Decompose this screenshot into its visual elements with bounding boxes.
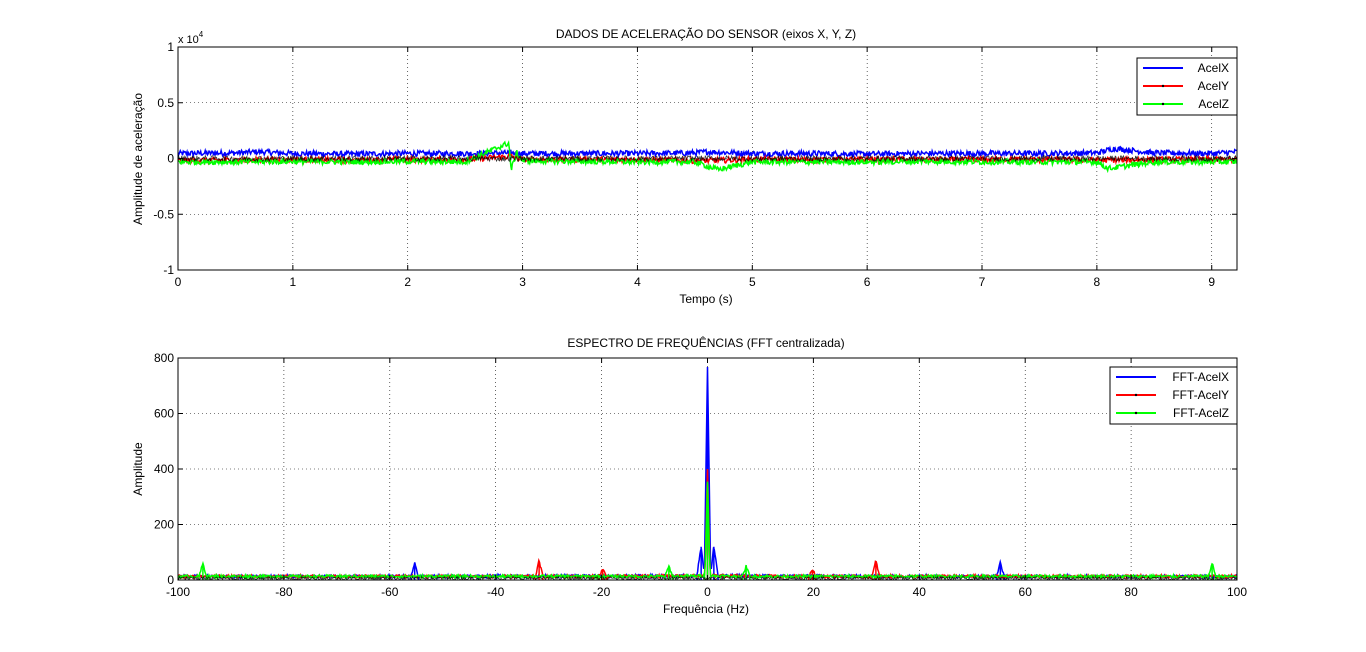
series-group bbox=[178, 366, 1237, 580]
x-tick-label: 80 bbox=[1124, 585, 1138, 599]
x-axis-label: Tempo (s) bbox=[679, 292, 732, 306]
exponent-base: x 10 bbox=[178, 34, 199, 46]
x-tick-label: 100 bbox=[1227, 585, 1247, 599]
acceleration-plot-area: 0 1 2 3 4 5 6 7 8 9 -1 -0.5 0 0.5 1 AcelX AcelY AcelZ bbox=[153, 40, 1238, 289]
y-axis-label: Amplitude bbox=[131, 442, 145, 496]
x-tick-label: -80 bbox=[275, 585, 293, 599]
x-tick-label: 6 bbox=[864, 275, 871, 289]
y-tick-label: 200 bbox=[154, 518, 174, 532]
y-tick-label: -1 bbox=[163, 263, 174, 277]
legend-entry: AcelY bbox=[1198, 79, 1229, 93]
x-tick-label: 0 bbox=[704, 585, 711, 599]
x-tick-label: 4 bbox=[634, 275, 641, 289]
exponent-power: 4 bbox=[199, 30, 204, 39]
x-tick-label: -20 bbox=[593, 585, 611, 599]
spectrum-plot-area: -100 -80 -60 -40 -20 0 20 40 60 80 100 0 200 400 600 80… bbox=[154, 351, 1247, 599]
legend-entry: AcelX bbox=[1198, 61, 1229, 75]
x-tick-label: 5 bbox=[749, 275, 756, 289]
y-tick-label: 0.5 bbox=[157, 96, 174, 110]
series-line-AcelX bbox=[178, 145, 1237, 160]
x-tick-label: -40 bbox=[487, 585, 505, 599]
y-tick-label: 600 bbox=[154, 407, 174, 421]
y-tick-label: 0 bbox=[167, 573, 174, 587]
legend-marker bbox=[1134, 393, 1138, 397]
legend-entry: FFT-AcelX bbox=[1172, 370, 1229, 384]
legend-entry: FFT-AcelZ bbox=[1173, 406, 1229, 420]
y-tick-label: 0 bbox=[167, 152, 174, 166]
legend-entry: AcelZ bbox=[1198, 97, 1229, 111]
x-tick-label: 7 bbox=[979, 275, 986, 289]
baseline-noise bbox=[178, 154, 1237, 163]
x-tick-label: 2 bbox=[404, 275, 411, 289]
x-tick-label: 60 bbox=[1019, 585, 1033, 599]
x-tick-label: 9 bbox=[1208, 275, 1215, 289]
x-axis-label: Frequência (Hz) bbox=[663, 602, 749, 616]
spectrum-chart: ESPECTRO DE FREQUÊNCIAS (FFT centralizad… bbox=[131, 335, 1247, 616]
legend-marker bbox=[1161, 84, 1165, 88]
legend: FFT-AcelX FFT-AcelY FFT-AcelZ bbox=[1109, 366, 1238, 425]
legend: AcelX AcelY AcelZ bbox=[1136, 57, 1238, 116]
x-tick-label: 20 bbox=[807, 585, 821, 599]
exponent-label: x 104 bbox=[178, 30, 204, 46]
legend-entry: FFT-AcelY bbox=[1172, 388, 1229, 402]
legend-marker bbox=[1161, 102, 1165, 106]
y-tick-label: 800 bbox=[154, 351, 174, 365]
acceleration-chart: DADOS DE ACELERAÇÃO DO SENSOR (eixos X, … bbox=[131, 27, 1238, 306]
x-tick-label: 0 bbox=[175, 275, 182, 289]
x-tick-label: -60 bbox=[381, 585, 399, 599]
x-tick-label: -100 bbox=[166, 585, 190, 599]
x-tick-label: 3 bbox=[519, 275, 526, 289]
y-axis-label: Amplitude de aceleração bbox=[131, 93, 145, 225]
series-group bbox=[178, 140, 1237, 174]
y-tick-label: 1 bbox=[167, 40, 174, 54]
x-tick-label: 1 bbox=[290, 275, 297, 289]
x-tick-label: 40 bbox=[913, 585, 927, 599]
y-tick-label: -0.5 bbox=[153, 207, 174, 221]
x-tick-label: 8 bbox=[1094, 275, 1101, 289]
chart-title: ESPECTRO DE FREQUÊNCIAS (FFT centralizad… bbox=[567, 335, 844, 350]
legend-marker bbox=[1134, 411, 1138, 415]
y-tick-label: 400 bbox=[154, 462, 174, 476]
series-line-AcelZ bbox=[178, 140, 1237, 174]
chart-title: DADOS DE ACELERAÇÃO DO SENSOR (eixos X, … bbox=[556, 27, 856, 41]
